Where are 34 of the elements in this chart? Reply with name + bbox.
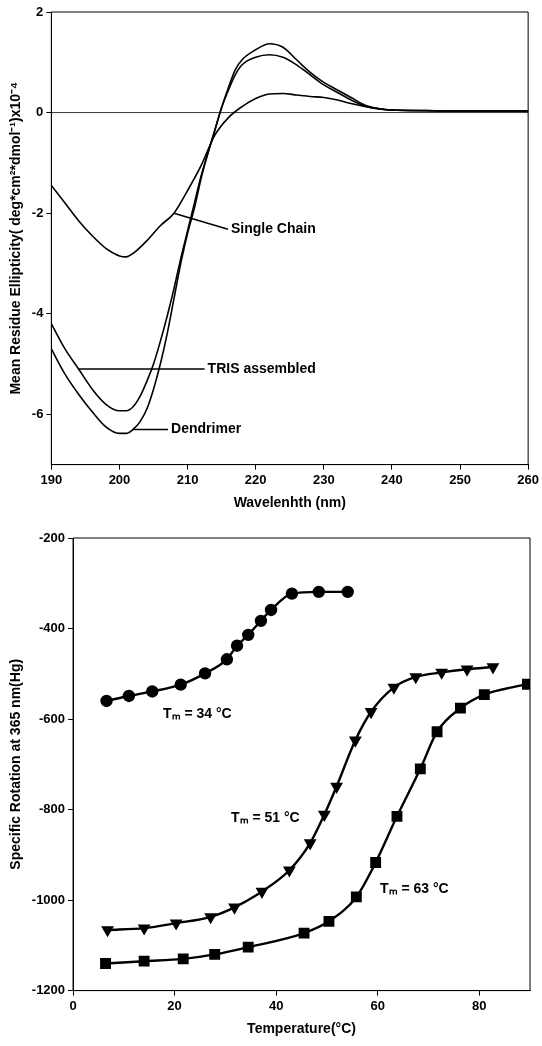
y-tick-label: -600 — [39, 710, 66, 726]
x-tick-label: 240 — [381, 471, 403, 487]
x-tick-label: 250 — [449, 471, 471, 487]
annotation: TRIS assembled — [207, 359, 316, 376]
y-tick-label: -200 — [39, 529, 66, 545]
x-tick-label: 0 — [69, 997, 77, 1013]
x-tick-label: 20 — [167, 997, 182, 1013]
x-tick-label: 220 — [244, 471, 267, 487]
y-tick-label: -6 — [31, 405, 44, 421]
x-tick-label: 260 — [517, 471, 540, 487]
y-tick-label: -800 — [39, 801, 66, 817]
y-axis-title: Mean Residue Ellipticity( deg*cm²*dmol⁻¹)x10⁻⁴ — [7, 81, 24, 395]
x-tick-label: 80 — [471, 997, 487, 1013]
x-tick-label: 210 — [176, 471, 199, 487]
annotation: Tₘ = 34 °C — [163, 705, 232, 721]
y-tick-label: -400 — [39, 620, 66, 636]
annotation: Single Chain — [230, 220, 316, 237]
x-tick-label: 190 — [40, 471, 63, 487]
x-axis-title: Temperature(°C) — [247, 1020, 356, 1037]
y-tick-label: -1200 — [31, 982, 66, 998]
annotation: Tₘ = 51 °C — [231, 809, 300, 825]
y-tick-label: 0 — [36, 104, 44, 120]
y-tick-label: -4 — [31, 305, 45, 321]
y-tick-label: -2 — [31, 204, 44, 220]
y-tick-label: -1000 — [31, 891, 66, 907]
x-tick-label: 230 — [312, 471, 335, 487]
x-axis-title: Wavelenhth (nm) — [233, 494, 346, 511]
y-tick-label: 2 — [36, 3, 44, 19]
x-tick-label: 60 — [370, 997, 385, 1013]
x-tick-label: 40 — [268, 997, 284, 1013]
y-axis-title: Specific Rotation at 365 nm(Hg) — [7, 658, 24, 870]
annotation: Dendrimer — [171, 420, 242, 437]
x-tick-label: 200 — [108, 471, 131, 487]
annotation: Tₘ = 63 °C — [380, 880, 449, 896]
